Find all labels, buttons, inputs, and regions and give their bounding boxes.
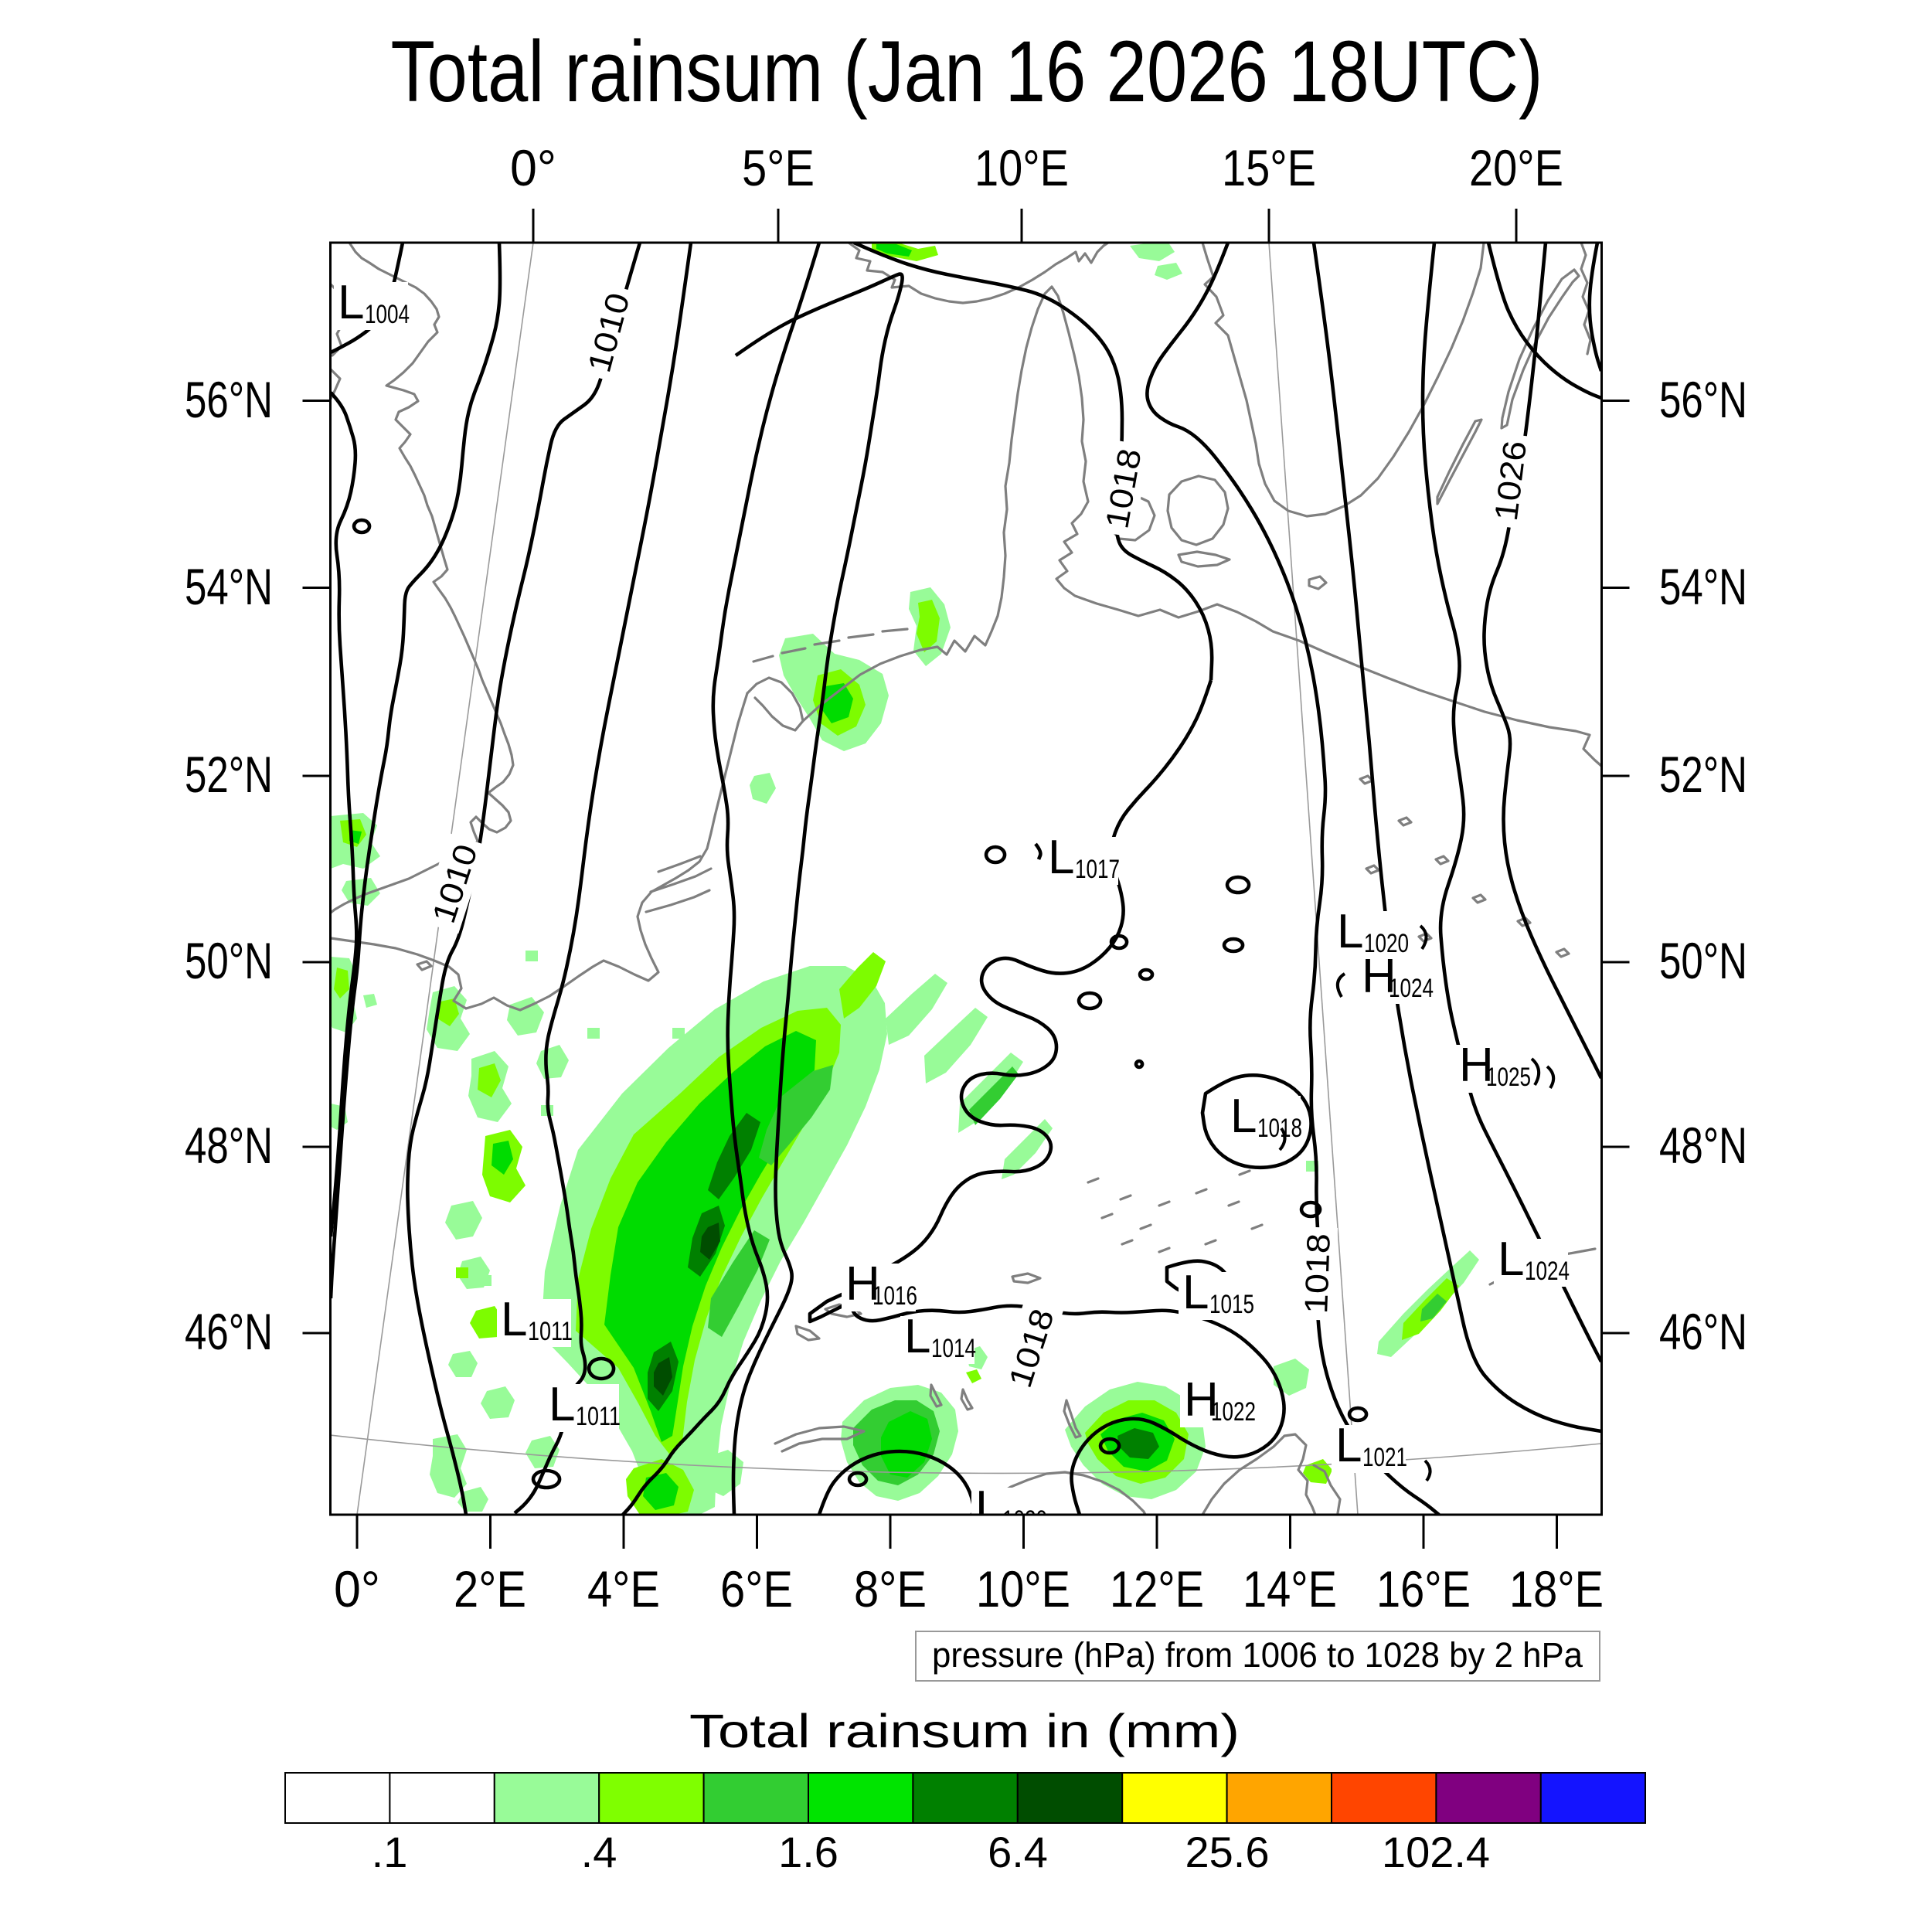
- svg-text:H: H: [1184, 1373, 1219, 1427]
- svg-text:5°E: 5°E: [742, 139, 815, 196]
- svg-text:48°N: 48°N: [1659, 1117, 1747, 1174]
- svg-text:L: L: [1048, 831, 1074, 884]
- svg-text:1004: 1004: [365, 300, 410, 329]
- svg-text:46°N: 46°N: [185, 1303, 273, 1360]
- svg-text:2°E: 2°E: [454, 1560, 526, 1617]
- svg-text:54°N: 54°N: [185, 558, 273, 615]
- svg-text:46°N: 46°N: [1659, 1303, 1747, 1360]
- svg-text:25.6: 25.6: [1185, 1828, 1270, 1876]
- svg-text:6.4: 6.4: [988, 1828, 1048, 1876]
- svg-text:4°E: 4°E: [587, 1560, 660, 1617]
- svg-text:15°E: 15°E: [1222, 139, 1316, 196]
- svg-text:L: L: [549, 1378, 575, 1431]
- svg-text:54°N: 54°N: [1659, 558, 1747, 615]
- svg-text:Total rainsum in (mm): Total rainsum in (mm): [689, 1705, 1240, 1757]
- svg-text:1016: 1016: [872, 1281, 917, 1311]
- svg-text:H: H: [1362, 950, 1396, 1003]
- svg-text:pressure (hPa) from 1006 to 10: pressure (hPa) from 1006 to 1028 by 2 hP…: [932, 1635, 1583, 1675]
- svg-text:1015: 1015: [1209, 1290, 1254, 1319]
- svg-text:56°N: 56°N: [1659, 371, 1747, 428]
- svg-text:L: L: [1337, 905, 1363, 958]
- svg-text:10°E: 10°E: [975, 139, 1069, 196]
- svg-text:102.4: 102.4: [1382, 1828, 1490, 1876]
- svg-text:52°N: 52°N: [185, 746, 273, 803]
- svg-text:1018: 1018: [1298, 1233, 1337, 1315]
- svg-text:0°: 0°: [510, 139, 556, 196]
- svg-text:50°N: 50°N: [1659, 932, 1747, 989]
- svg-text:20°E: 20°E: [1469, 139, 1563, 196]
- svg-text:1024: 1024: [1389, 974, 1434, 1003]
- svg-text:12°E: 12°E: [1110, 1560, 1204, 1617]
- svg-text:1021: 1021: [1362, 1443, 1407, 1472]
- svg-text:L: L: [904, 1310, 930, 1363]
- svg-text:1024: 1024: [1525, 1257, 1570, 1286]
- svg-text:16°E: 16°E: [1376, 1560, 1471, 1617]
- svg-text:0°: 0°: [334, 1560, 380, 1617]
- svg-text:L: L: [975, 1481, 1002, 1535]
- svg-text:L: L: [1182, 1266, 1209, 1319]
- svg-text:52°N: 52°N: [1659, 746, 1747, 803]
- svg-text:.1: .1: [372, 1828, 408, 1876]
- svg-text:48°N: 48°N: [185, 1117, 273, 1174]
- svg-text:1022: 1022: [1211, 1397, 1256, 1427]
- svg-text:1025: 1025: [1486, 1063, 1531, 1092]
- svg-text:10°E: 10°E: [976, 1560, 1070, 1617]
- svg-text:L: L: [338, 276, 364, 329]
- svg-text:50°N: 50°N: [185, 932, 273, 989]
- svg-text:8°E: 8°E: [854, 1560, 927, 1617]
- svg-text:L: L: [1230, 1090, 1257, 1143]
- svg-text:1011: 1011: [528, 1317, 573, 1346]
- svg-text:1.6: 1.6: [778, 1828, 838, 1876]
- svg-text:1020: 1020: [1364, 929, 1409, 958]
- svg-text:Total rainsum (Jan 16 2026 18U: Total rainsum (Jan 16 2026 18UTC): [391, 23, 1543, 120]
- svg-text:56°N: 56°N: [185, 371, 273, 428]
- svg-text:1014: 1014: [931, 1334, 976, 1363]
- svg-text:1011: 1011: [576, 1402, 621, 1431]
- svg-text:6°E: 6°E: [720, 1560, 793, 1617]
- svg-text:H: H: [1459, 1039, 1494, 1092]
- svg-text:L: L: [1498, 1233, 1524, 1286]
- svg-text:14°E: 14°E: [1243, 1560, 1337, 1617]
- svg-text:1017: 1017: [1075, 855, 1120, 884]
- svg-text:18°E: 18°E: [1509, 1560, 1604, 1617]
- svg-text:L: L: [501, 1293, 527, 1346]
- svg-text:.4: .4: [581, 1828, 617, 1876]
- svg-text:1020: 1020: [1002, 1505, 1047, 1535]
- svg-text:1018: 1018: [1257, 1114, 1302, 1143]
- svg-text:L: L: [1335, 1419, 1362, 1472]
- svg-text:H: H: [845, 1257, 880, 1311]
